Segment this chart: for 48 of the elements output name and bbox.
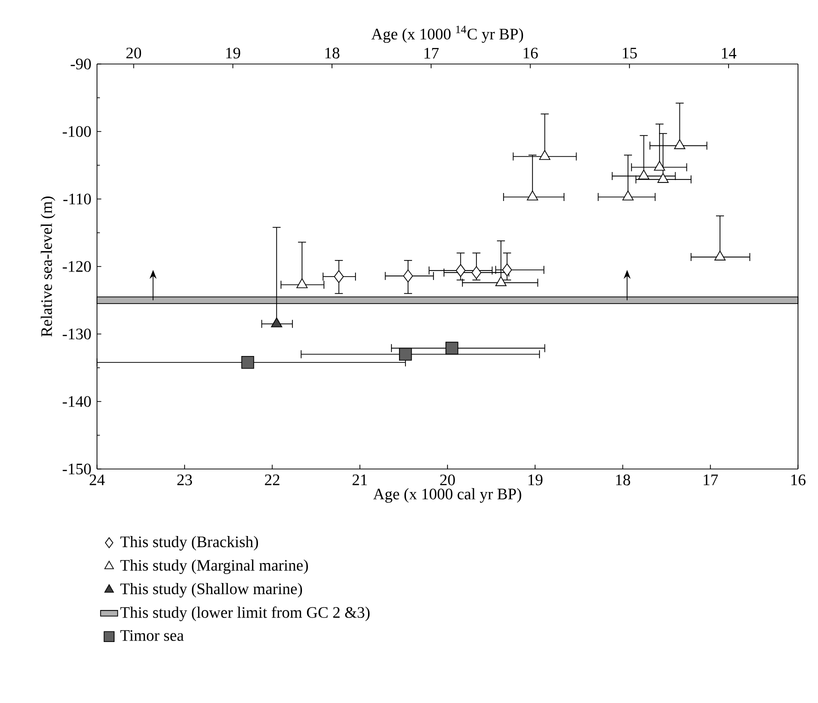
x-tick-label: 19 <box>528 474 542 486</box>
point <box>674 139 686 150</box>
x-tick-label: 21 <box>352 474 367 486</box>
x-tick-label: 24 <box>90 474 105 486</box>
point <box>495 276 507 286</box>
point <box>526 190 538 200</box>
x2-tick-label: 18 <box>325 48 340 58</box>
legend-label: This study (Marginal marine) <box>120 559 308 574</box>
point <box>296 278 308 288</box>
x-tick-label: 22 <box>264 474 280 486</box>
x2-tick-label: 19 <box>226 48 240 58</box>
x-tick-label: 18 <box>616 474 630 486</box>
y-tick-label: -120 <box>62 261 91 272</box>
point <box>714 250 726 260</box>
x2-tick-label: 15 <box>622 48 637 58</box>
point <box>241 356 254 369</box>
point <box>622 190 634 200</box>
x2-axis-title: Age (x 1000 $^{14}$C yr BP) <box>371 26 524 43</box>
legend-label: This study (Shallow marine) <box>120 582 302 598</box>
point <box>445 342 458 355</box>
point <box>271 317 282 328</box>
point <box>638 170 650 180</box>
point <box>539 150 550 160</box>
point <box>403 270 413 282</box>
x2-tick-label: 17 <box>424 48 439 58</box>
point <box>399 348 412 361</box>
x2-tick-label: 16 <box>524 48 538 58</box>
y-tick-label: -100 <box>62 126 91 137</box>
x2-tick-label: 20 <box>126 48 142 58</box>
y-tick-label: -140 <box>62 396 91 407</box>
point <box>334 270 344 284</box>
x-axis-title: Age (x 1000 cal yr BP) <box>373 488 522 503</box>
y-tick-label: -90 <box>70 58 91 70</box>
legend-label: This study (lower limit from GC 2 &3) <box>120 606 370 622</box>
y-tick-label: -150 <box>62 464 91 474</box>
point <box>657 173 669 183</box>
y-axis-title: Relative sea-level (m) <box>40 196 56 337</box>
legend-label: This study (Brackish) <box>120 536 258 551</box>
x-tick-label: 23 <box>177 474 192 486</box>
point <box>654 160 666 171</box>
x-tick-label: 16 <box>791 474 806 486</box>
x-tick-label: 20 <box>440 474 455 486</box>
x2-tick-label: 14 <box>722 48 736 58</box>
legend-label: Timor sea <box>120 630 184 641</box>
y-tick-label: -110 <box>63 194 91 204</box>
x-tick-label: 17 <box>704 474 718 486</box>
point <box>456 264 466 277</box>
y-tick-label: -130 <box>62 328 91 340</box>
